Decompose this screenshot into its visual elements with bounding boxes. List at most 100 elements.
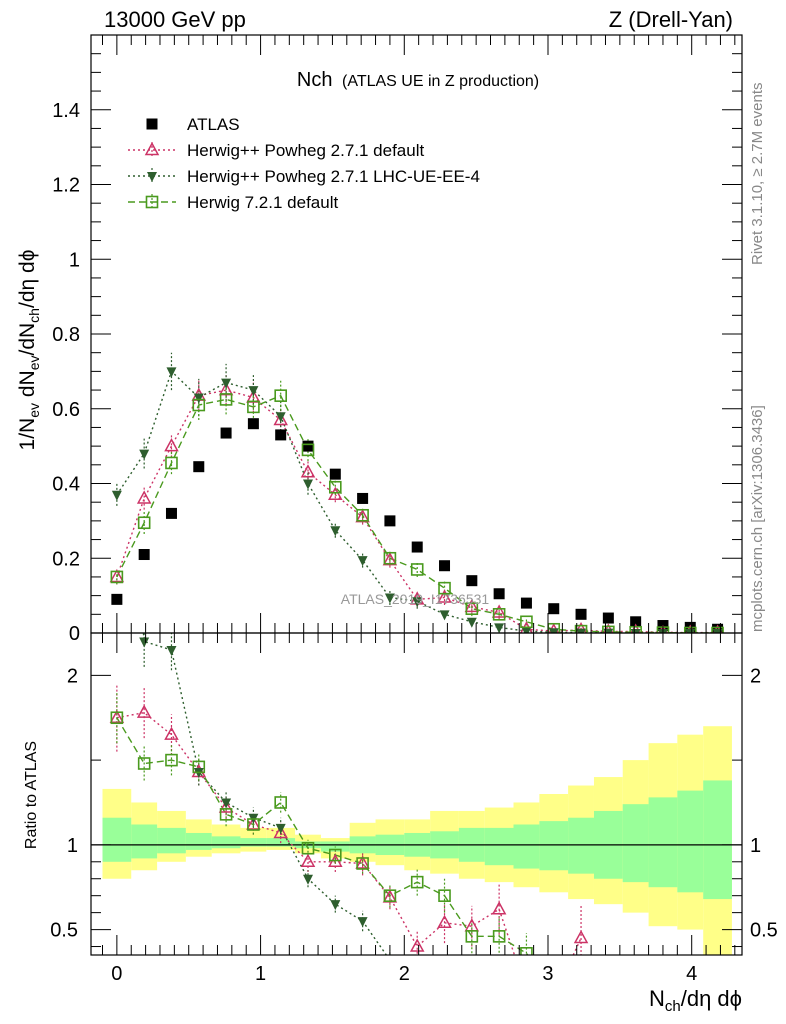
ratio-point-0 <box>164 726 179 740</box>
legend-label: ATLAS <box>187 115 240 134</box>
ratio-point-2 <box>219 808 233 821</box>
data-point-0 <box>165 507 177 519</box>
title-main: Nch <box>297 69 333 91</box>
data-point-1 <box>328 486 343 500</box>
ratio-point-2 <box>356 857 369 870</box>
ratio-point-1 <box>385 956 395 966</box>
data-point-2 <box>193 393 204 404</box>
data-point-3 <box>110 570 124 584</box>
data-point-3 <box>247 400 260 414</box>
data-point-1 <box>491 604 507 618</box>
data-point-3 <box>520 615 533 629</box>
data-point-2 <box>466 617 477 628</box>
ratio-point-0 <box>136 704 152 718</box>
ratio-point-2 <box>247 818 260 831</box>
ratio-point-1 <box>330 900 341 911</box>
data-point-3 <box>356 508 369 522</box>
ratio-point-0 <box>218 799 234 813</box>
data-point-0 <box>466 575 478 587</box>
data-point-2 <box>111 490 122 501</box>
legend-label: Herwig++ Powheg 2.7.1 LHC-UE-EE-4 <box>187 167 480 186</box>
uncertainty-band-inner <box>568 817 594 874</box>
ratio-y-tick-label: 1 <box>67 835 78 857</box>
data-point-2 <box>685 629 696 633</box>
ratio-point-1 <box>303 874 313 885</box>
title-sub: (ATLAS UE in Z production) <box>342 73 539 90</box>
header-right: Z (Drell-Yan) <box>609 7 733 32</box>
ratio-point-0 <box>409 938 425 952</box>
ratio-point-1 <box>275 823 286 834</box>
data-point-3 <box>274 389 287 402</box>
data-point-3 <box>410 563 424 576</box>
ratio-point-2 <box>165 753 178 767</box>
uncertainty-band-inner <box>185 832 212 850</box>
ratio-point-1 <box>166 645 177 656</box>
uncertainty-band-inner <box>677 790 704 893</box>
uncertainty-band-inner <box>240 838 267 847</box>
legend-marker <box>147 172 157 182</box>
data-point-2 <box>221 378 232 389</box>
data-point-2 <box>712 629 723 633</box>
ratio-point-1 <box>139 637 150 648</box>
data-point-2 <box>248 386 259 397</box>
data-point-1 <box>382 552 398 566</box>
data-point-0 <box>275 429 287 441</box>
data-point-3 <box>438 581 451 595</box>
ratio-point-0 <box>109 709 125 723</box>
ratio-y-tick-label-right: 0.5 <box>750 920 778 942</box>
uncertainty-band-inner <box>539 821 569 871</box>
data-point-3 <box>301 443 315 457</box>
data-point-3 <box>219 393 233 406</box>
data-point-3 <box>165 456 178 470</box>
data-point-2 <box>548 628 559 633</box>
legend: ATLAS Herwig++ Powheg 2.7.1 default Herwig… <box>128 115 480 212</box>
ratio-point-2 <box>520 947 533 955</box>
y-tick-label: 1 <box>69 249 80 271</box>
uncertainty-band-inner <box>703 780 732 900</box>
ratio-line-1 <box>142 633 388 955</box>
data-point-2 <box>521 627 532 633</box>
uncertainty-band-inner <box>622 804 649 883</box>
ratio-point-2 <box>465 930 479 943</box>
uncertainty-band-inner <box>648 797 678 888</box>
data-point-0 <box>575 608 587 620</box>
data-point-0 <box>111 593 123 605</box>
ratio-point-2 <box>410 875 424 889</box>
y-tick-label: 1.2 <box>52 175 80 197</box>
ratio-point-2 <box>548 983 559 994</box>
x-tick-label: 0 <box>111 963 122 985</box>
data-point-2 <box>603 628 614 633</box>
data-point-2 <box>303 479 313 490</box>
data-point-2 <box>384 593 395 604</box>
data-point-3 <box>711 626 724 633</box>
data-point-1 <box>464 598 480 613</box>
data-point-1 <box>164 438 179 452</box>
data-point-1 <box>109 568 125 583</box>
uncertainty-band-inner <box>211 836 241 849</box>
uncertainty-band-inner <box>484 827 514 866</box>
rivet-label: Rivet 3.1.10, ≥ 2.7M events <box>749 83 766 266</box>
uncertainty-band-inner <box>513 824 540 869</box>
x-tick-label: 3 <box>542 963 553 985</box>
ratio-point-1 <box>357 917 368 928</box>
data-point-3 <box>192 398 206 412</box>
ratio-ylabel: Ratio to ATLAS <box>23 741 40 849</box>
ratio-y-tick-label-right: 2 <box>750 665 761 687</box>
ratio-point-2 <box>383 889 397 902</box>
x-tick-label: 4 <box>686 963 697 985</box>
series-line-3 <box>116 394 718 633</box>
header-left: 13000 GeV pp <box>104 7 246 32</box>
data-point-0 <box>220 427 232 439</box>
ratio-point-2 <box>438 889 451 902</box>
data-point-1 <box>437 589 452 603</box>
data-point-2 <box>330 526 341 537</box>
data-point-2 <box>412 597 423 608</box>
legend-marker <box>144 141 160 156</box>
data-point-3 <box>683 626 697 633</box>
data-point-0 <box>548 603 560 615</box>
ratio-point-0 <box>573 929 589 944</box>
legend-marker <box>145 195 159 209</box>
ratio-point-0 <box>491 901 507 915</box>
ratio-point-2 <box>329 848 342 862</box>
